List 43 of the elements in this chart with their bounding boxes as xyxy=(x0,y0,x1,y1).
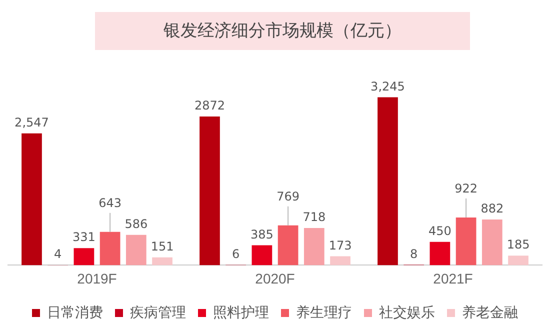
x-tick-label: 2021F xyxy=(433,270,473,286)
bar xyxy=(200,116,220,266)
legend-label: 照料护理 xyxy=(213,304,269,320)
data-label: 8 xyxy=(410,246,418,261)
bar xyxy=(126,234,146,266)
legend-label: 疾病管理 xyxy=(130,304,186,320)
data-label: 643 xyxy=(98,196,122,210)
x-tick-label: 2019F xyxy=(77,270,117,286)
bar xyxy=(330,256,350,266)
legend-label: 社交娱乐 xyxy=(379,304,435,320)
data-label: 385 xyxy=(250,227,274,242)
bar xyxy=(304,228,324,266)
bar xyxy=(100,232,120,266)
legend-label: 养生理疗 xyxy=(296,304,352,320)
data-label: 2872 xyxy=(194,98,226,113)
data-label: 922 xyxy=(454,182,478,196)
data-label: 331 xyxy=(72,230,96,244)
data-label: 6 xyxy=(232,247,240,262)
legend-label: 日常消费 xyxy=(47,304,103,320)
data-label: 173 xyxy=(328,238,352,252)
bar xyxy=(74,248,94,266)
data-label: 718 xyxy=(302,210,326,224)
bar xyxy=(430,242,450,266)
chart-title: 银发经济细分市场规模（亿元） xyxy=(95,12,470,50)
bar xyxy=(456,217,476,266)
x-tick-label: 2020F xyxy=(255,270,295,286)
data-label: 769 xyxy=(276,190,300,204)
data-label: 586 xyxy=(124,216,148,231)
data-label: 3,245 xyxy=(370,79,405,94)
bar xyxy=(378,97,398,266)
data-label: 882 xyxy=(480,202,504,216)
bar xyxy=(152,257,172,266)
bar xyxy=(252,245,272,266)
data-label: 2,547 xyxy=(14,115,49,130)
legend-label: 养老金融 xyxy=(462,304,518,320)
bar xyxy=(508,256,528,266)
bar xyxy=(482,220,502,266)
bar xyxy=(278,225,298,266)
bar xyxy=(22,133,42,266)
data-label: 151 xyxy=(150,240,174,254)
data-label: 450 xyxy=(428,224,452,238)
data-label: 4 xyxy=(54,247,62,262)
data-label: 185 xyxy=(506,238,530,252)
